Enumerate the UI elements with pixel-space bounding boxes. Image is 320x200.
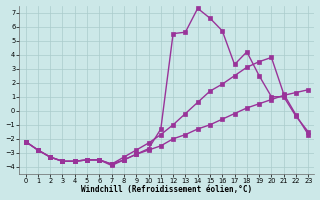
X-axis label: Windchill (Refroidissement éolien,°C): Windchill (Refroidissement éolien,°C) (81, 185, 252, 194)
